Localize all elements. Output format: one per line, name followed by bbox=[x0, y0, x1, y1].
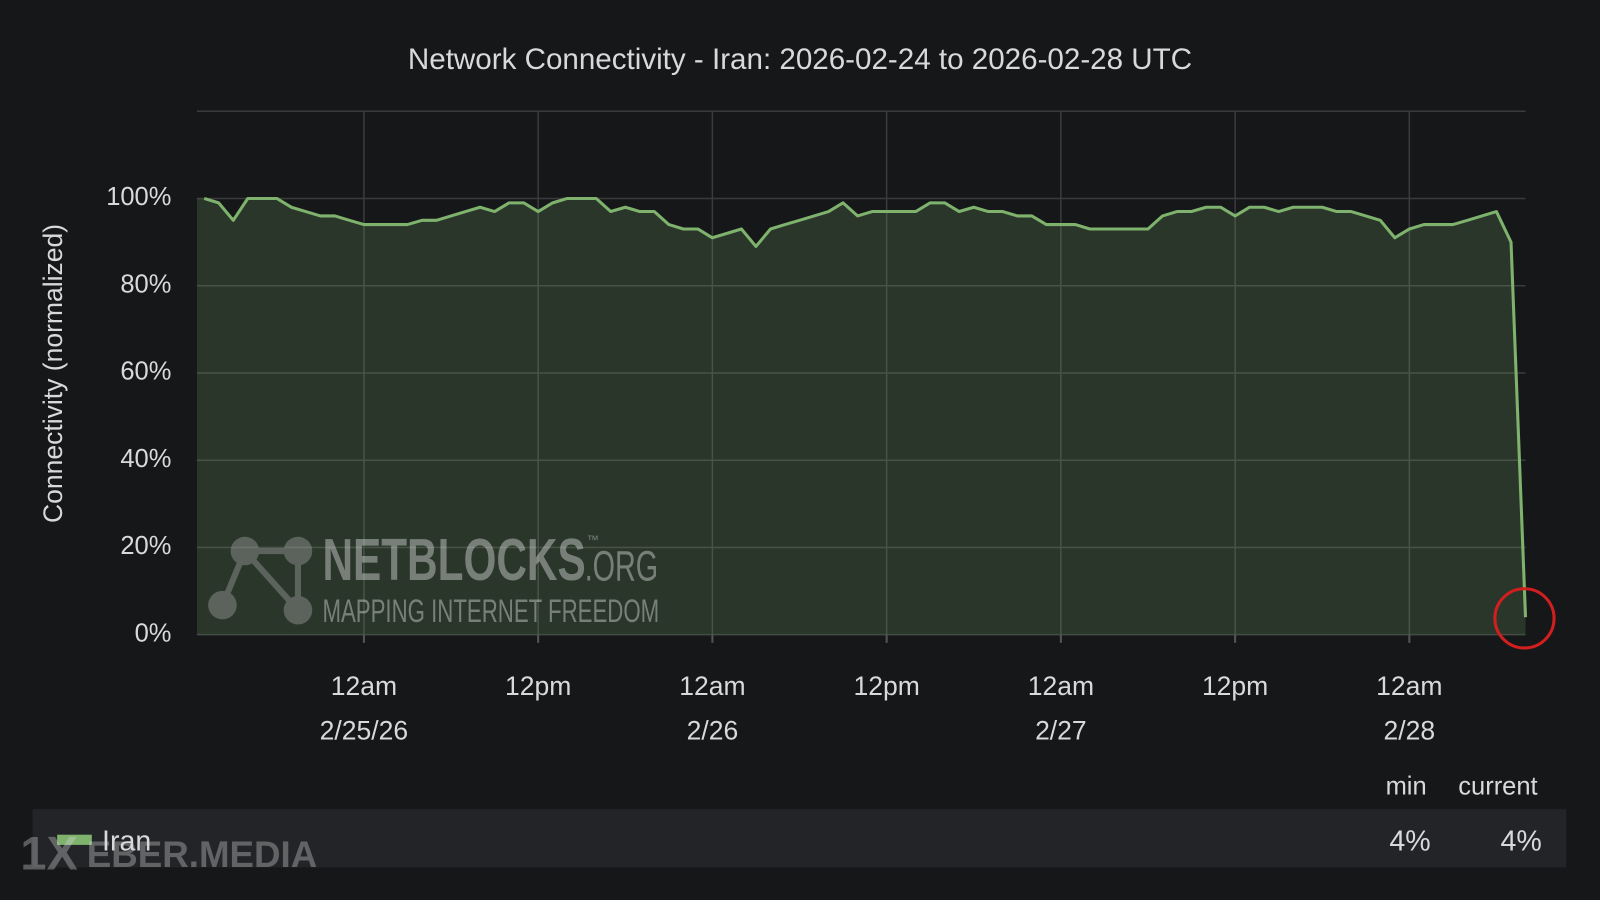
y-tick-label: 20% bbox=[120, 532, 171, 560]
y-axis-label: Connectivity (normalized) bbox=[38, 224, 68, 523]
marks bbox=[196, 196, 1528, 635]
credit-b: EBER.MEDIA bbox=[87, 834, 318, 875]
legend-cell: 4% bbox=[1501, 825, 1542, 857]
x-tick-label: 12pm bbox=[853, 671, 919, 701]
x-tick-label: 12am bbox=[1376, 671, 1442, 701]
x-tick-label: 12pm bbox=[1202, 671, 1268, 701]
line bbox=[203, 196, 1528, 618]
highlight-circle bbox=[1493, 587, 1556, 650]
legend-cell: 4% bbox=[1389, 825, 1430, 857]
legend-swatch bbox=[57, 834, 92, 845]
x-tick-label: 2/26 bbox=[687, 716, 739, 746]
x-tick-label: 12pm bbox=[505, 671, 571, 701]
x-tick-label: 2/27 bbox=[1035, 716, 1087, 746]
x-tick-label: 12am bbox=[679, 671, 745, 701]
grid: 0% 20% 40% 60% 80% 100% 12am 2/25/26 12pm 12am 2/2… bbox=[106, 111, 1526, 746]
watermark-tagline: MAPPING INTERNET FREEDOM bbox=[322, 592, 659, 629]
legend-column-header: current bbox=[1458, 772, 1537, 800]
y-tick-label: 60% bbox=[120, 358, 171, 386]
x-tick-label: 12am bbox=[331, 671, 397, 701]
legend-series-name: Iran bbox=[102, 825, 151, 857]
x-tick-label: 2/25/26 bbox=[320, 716, 408, 746]
y-tick-label: 80% bbox=[120, 270, 171, 298]
y-tick-label: 100% bbox=[106, 183, 171, 211]
chart-title: Network Connectivity - Iran: 2026-02-24 … bbox=[408, 43, 1192, 76]
credit-a: 1X bbox=[20, 828, 77, 880]
y-tick-label: 40% bbox=[120, 445, 171, 473]
y-tick-label: 0% bbox=[135, 619, 172, 647]
x-tick-label: 2/28 bbox=[1384, 716, 1436, 746]
area bbox=[196, 198, 1526, 635]
watermark: NETBLOCKS ™ .ORG MAPPING INTERNET FREEDO… bbox=[208, 526, 659, 629]
watermark-brand: NETBLOCKS bbox=[322, 526, 585, 593]
watermark-tm: ™ bbox=[587, 533, 599, 547]
credit-watermark: 1X EBER.MEDIA bbox=[20, 828, 317, 880]
legend-row-background bbox=[32, 809, 1567, 868]
x-tick-label: 12am bbox=[1028, 671, 1094, 701]
watermark-domain: .ORG bbox=[585, 543, 658, 591]
legend-column-header: min bbox=[1386, 772, 1427, 800]
